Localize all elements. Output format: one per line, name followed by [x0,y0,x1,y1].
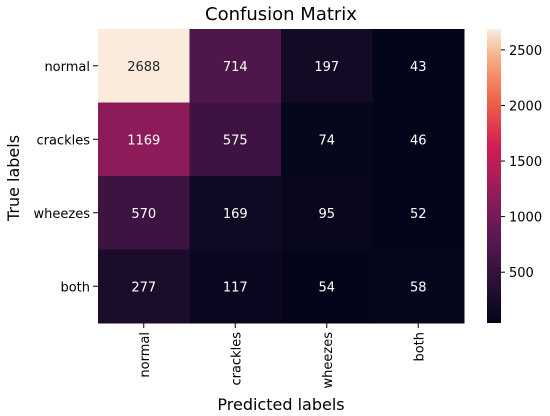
cell-value-label: 2688 [127,60,160,75]
x-axis-ticks: normal crackles wheezes both [138,323,428,388]
colorbar [487,29,501,323]
colorbar-tick-label: 1000 [509,211,542,226]
x-tick-label: both [412,332,427,362]
cell-value-label: 277 [131,280,156,295]
cell-value-label: 74 [318,133,335,148]
cell-value-label: 570 [131,207,156,222]
y-tick-label: both [60,280,90,295]
x-axis-label: Predicted labels [217,395,344,414]
y-tick-label: crackles [36,133,90,148]
colorbar-tick-label: 1500 [509,155,542,170]
cell-value-label: 117 [223,280,248,295]
colorbar-tick-label: 2000 [509,99,542,114]
cell-value-label: 58 [410,280,427,295]
x-tick-label: wheezes [321,332,336,389]
cell-value-label: 1169 [127,133,160,148]
cell-value-label: 95 [318,207,335,222]
x-tick-label: normal [138,332,153,378]
y-axis-ticks: normal crackles wheezes both [34,60,98,296]
cell-value-label: 575 [223,133,248,148]
colorbar-ticks: 500 1000 1500 2000 2500 [501,44,542,281]
colorbar-tick-label: 500 [509,266,534,281]
y-axis-label: True labels [4,135,23,222]
y-tick-label: normal [44,60,90,75]
cell-value-label: 52 [410,207,427,222]
y-tick-label: wheezes [34,207,91,222]
cell-value-label: 714 [223,60,248,75]
cell-value-label: 169 [223,207,248,222]
colorbar-tick-label: 2500 [509,44,542,59]
cell-value-label: 43 [410,60,427,75]
x-tick-label: crackles [229,332,244,386]
chart-title: Confusion Matrix [205,4,357,25]
cell-value-label: 197 [314,60,339,75]
cell-value-label: 46 [410,133,427,148]
cell-value-label: 54 [318,280,335,295]
